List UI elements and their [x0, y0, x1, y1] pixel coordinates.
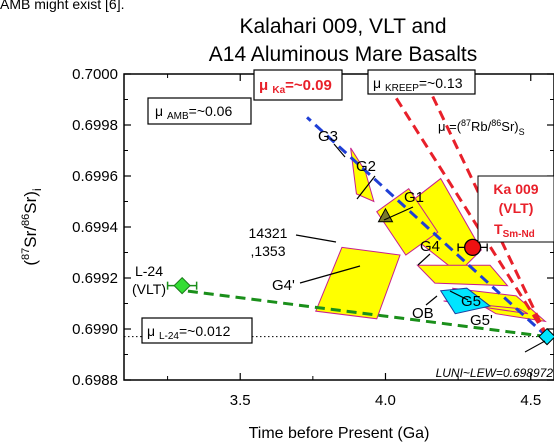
- g5-label: G5: [461, 293, 481, 310]
- y-tick-label: 0.6988: [72, 372, 118, 389]
- x-tick-label: 4.5: [520, 392, 541, 409]
- lew-label: LUNI~LEW=0.698972: [436, 366, 554, 380]
- evolution-line-ka: [381, 75, 549, 338]
- lew-point: [538, 327, 554, 346]
- axis-ticks: 3.5 4.0 4.5 0.6988 0.6990 0.6992 0.6994 0.6996 0…: [72, 66, 554, 409]
- y-tick-label: 0.7000: [72, 66, 118, 83]
- ka009-label-1: Ka 009: [493, 181, 538, 197]
- chart-title-line-1: Kalahari 009, VLT and: [239, 15, 446, 38]
- chart-title-line-2: A14 Aluminous Mare Basalts: [209, 43, 477, 66]
- polygon-G4: [416, 264, 509, 287]
- s14321-label-1: 14321: [249, 225, 288, 241]
- s14321-label-2: ,1353: [250, 243, 285, 259]
- mu-ka-box: μ Ka=~0.09: [253, 69, 343, 101]
- x-tick-label: 4.0: [375, 392, 396, 409]
- s14321-leader: [295, 234, 337, 243]
- lew-leader: [524, 340, 546, 353]
- g2-label: G2: [356, 158, 376, 175]
- evolution-line-l24: [184, 289, 548, 339]
- header-fragment: AMB might exist [6].: [0, 0, 124, 12]
- polygon-OB: [439, 287, 492, 315]
- l24-label-1: L-24: [135, 263, 163, 279]
- group-leaders: [299, 143, 469, 306]
- ka009-label-2: (VLT): [499, 200, 534, 216]
- evolution-line-amb: [306, 116, 549, 338]
- svg-text:μ Ka=~0.09: μ Ka=~0.09: [259, 77, 332, 96]
- g4-label: G4: [420, 238, 440, 255]
- g4p-label: G4': [272, 277, 295, 294]
- y-axis-label: (87Sr/86Sr)i: [20, 188, 44, 265]
- ob-label: OB: [412, 305, 434, 322]
- x-axis-label: Time before Present (Ga): [249, 425, 430, 442]
- g3-label: G3: [318, 128, 338, 145]
- l24-label-2: (VLT): [132, 281, 166, 297]
- y-tick-label: 0.6994: [72, 219, 118, 236]
- ka009-label-box: Ka 009 (VLT) TSm-Nd: [477, 175, 554, 243]
- mu-definition: μ =(87Rb/86Sr)S: [438, 118, 525, 137]
- ka009-point: [463, 238, 482, 257]
- s14321-point: [377, 207, 394, 223]
- mu-amb-box: μ AMB=~0.06: [147, 97, 252, 125]
- points-layer: [166, 207, 554, 346]
- mu-l24-box: μ L-24=~0.012: [141, 317, 253, 344]
- y-tick-label: 0.6998: [72, 117, 118, 134]
- g1-label: G1: [404, 189, 424, 206]
- x-tick-label: 3.5: [230, 392, 251, 409]
- y-tick-label: 0.6990: [72, 321, 118, 338]
- polygon-G2: [376, 188, 439, 256]
- g5p-label: G5': [470, 312, 493, 329]
- y-tick-label: 0.6992: [72, 270, 118, 287]
- mu-kreep-box: μ KREEP=~0.13: [367, 69, 476, 95]
- polygon-G4p: [315, 246, 401, 320]
- y-tick-label: 0.6996: [72, 168, 118, 185]
- l24-point: [173, 276, 191, 295]
